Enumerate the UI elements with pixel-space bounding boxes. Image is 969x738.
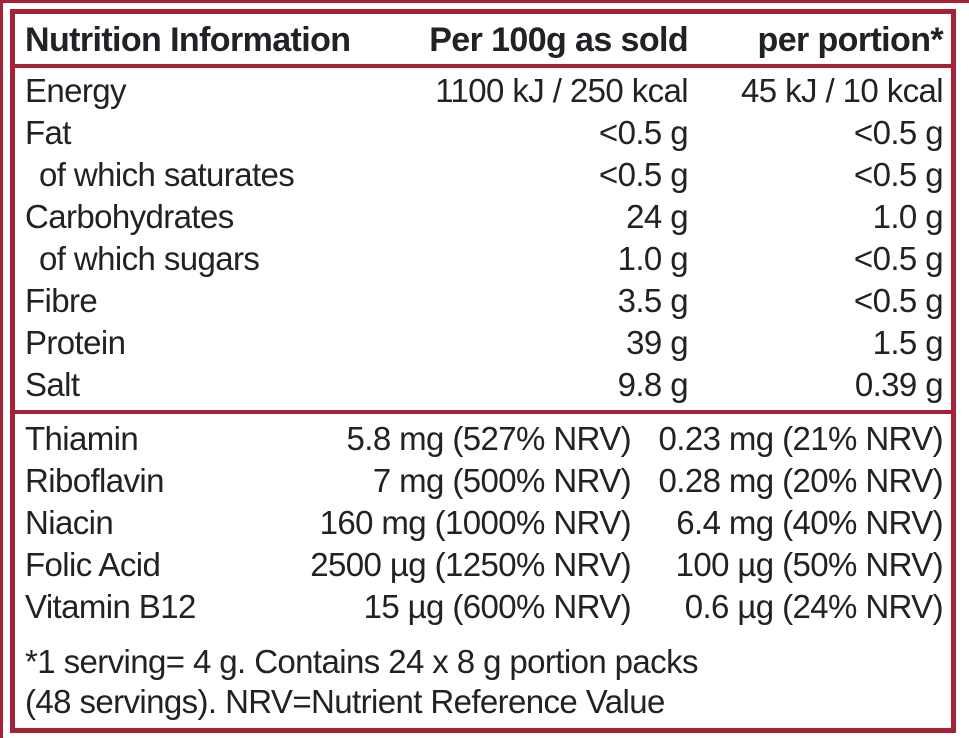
serving-footnote: *1 serving= 4 g. Contains 24 x 8 g porti… [15, 632, 951, 722]
vitamin-label: Folic Acid [25, 546, 161, 583]
vitamin-per-100g-value: 2500 µg (1250% NRV) [310, 546, 631, 583]
nutrients-section: Energy 1100 kJ / 250 kcal 45 kJ / 10 kca… [15, 68, 951, 410]
nutrient-per-100g-value: 1100 kJ / 250 kcal [435, 72, 688, 109]
nutrient-per-portion-value: <0.5 g [853, 282, 944, 319]
nutrient-per-portion-value: 1.0 g [872, 198, 944, 235]
table-row-saturates: of which saturates <0.5 g <0.5 g [25, 154, 944, 196]
nutrient-per-100g-value: 9.8 g [617, 366, 689, 403]
vitamin-per-100g-value: 5.8 mg (527% NRV) [346, 420, 632, 457]
header-per-portion: per portion* [757, 20, 944, 59]
header-per-100g: Per 100g as sold [429, 20, 688, 59]
table-header-row: Nutrition Information Per 100g as sold p… [15, 14, 951, 64]
vitamin-per-portion-value: 100 µg (50% NRV) [675, 546, 944, 583]
table-row-niacin: Niacin 160 mg (1000% NRV) 6.4 mg (40% NR… [25, 502, 944, 544]
vitamin-per-portion-value: 0.23 mg (21% NRV) [658, 420, 944, 457]
nutrient-label: Fibre [25, 282, 98, 319]
nutrient-per-100g-value: <0.5 g [598, 114, 689, 151]
nutrient-per-portion-value: 45 kJ / 10 kcal [741, 72, 944, 109]
vitamin-label: Riboflavin [25, 462, 165, 499]
vitamin-label: Vitamin B12 [25, 588, 196, 625]
nutrient-label: Carbohydrates [25, 198, 234, 235]
nutrient-per-100g-value: <0.5 g [598, 156, 689, 193]
table-row-carbohydrates: Carbohydrates 24 g 1.0 g [25, 196, 944, 238]
table-row-folic-acid: Folic Acid 2500 µg (1250% NRV) 100 µg (5… [25, 544, 944, 586]
vitamin-per-100g-value: 7 mg (500% NRV) [372, 462, 632, 499]
vitamins-section: Thiamin 5.8 mg (527% NRV) 0.23 mg (21% N… [15, 414, 951, 632]
header-nutrition-information: Nutrition Information [25, 20, 351, 59]
footnote-line-2: (48 servings). NRV=Nutrient Reference Va… [25, 683, 665, 720]
vitamin-per-portion-value: 0.28 mg (20% NRV) [658, 462, 944, 499]
nutrient-label: of which saturates [39, 156, 295, 193]
vitamin-label: Thiamin [25, 420, 139, 457]
nutrient-per-100g-value: 1.0 g [617, 240, 689, 277]
vitamin-per-100g-value: 15 µg (600% NRV) [363, 588, 632, 625]
table-row-thiamin: Thiamin 5.8 mg (527% NRV) 0.23 mg (21% N… [25, 418, 944, 460]
vitamin-label: Niacin [25, 504, 114, 541]
nutrient-per-portion-value: <0.5 g [853, 156, 944, 193]
nutrition-label-panel: Nutrition Information Per 100g as sold p… [10, 9, 956, 733]
nutrient-per-100g-value: 3.5 g [617, 282, 689, 319]
nutrient-label: Protein [25, 324, 126, 361]
nutrient-label: Salt [25, 366, 80, 403]
nutrient-per-portion-value: 1.5 g [872, 324, 944, 361]
header-divider-line [15, 64, 951, 68]
table-row-protein: Protein 39 g 1.5 g [25, 322, 944, 364]
table-row-riboflavin: Riboflavin 7 mg (500% NRV) 0.28 mg (20% … [25, 460, 944, 502]
nutrient-per-100g-value: 24 g [626, 198, 688, 235]
vitamin-per-100g-value: 160 mg (1000% NRV) [319, 504, 632, 541]
vitamin-per-portion-value: 0.6 µg (24% NRV) [684, 588, 944, 625]
table-row-fat: Fat <0.5 g <0.5 g [25, 112, 944, 154]
table-row-sugars: of which sugars 1.0 g <0.5 g [25, 238, 944, 280]
footnote-line-1: *1 serving= 4 g. Contains 24 x 8 g porti… [25, 643, 698, 680]
table-row-energy: Energy 1100 kJ / 250 kcal 45 kJ / 10 kca… [25, 70, 944, 112]
vitamin-per-portion-value: 6.4 mg (40% NRV) [676, 504, 943, 541]
vitamins-divider-line [15, 410, 951, 414]
nutrient-per-portion-value: <0.5 g [853, 114, 944, 151]
outer-edge-left-line [0, 0, 3, 738]
nutrient-label: of which sugars [39, 240, 260, 277]
nutrient-label: Fat [25, 114, 71, 151]
nutrient-per-portion-value: 0.39 g [854, 366, 944, 403]
table-row-salt: Salt 9.8 g 0.39 g [25, 364, 944, 406]
nutrient-per-portion-value: <0.5 g [853, 240, 944, 277]
table-row-vitamin-b12: Vitamin B12 15 µg (600% NRV) 0.6 µg (24%… [25, 586, 944, 628]
outer-edge-top-line [0, 0, 969, 3]
nutrient-per-100g-value: 39 g [626, 324, 688, 361]
nutrient-label: Energy [25, 72, 127, 109]
table-row-fibre: Fibre 3.5 g <0.5 g [25, 280, 944, 322]
